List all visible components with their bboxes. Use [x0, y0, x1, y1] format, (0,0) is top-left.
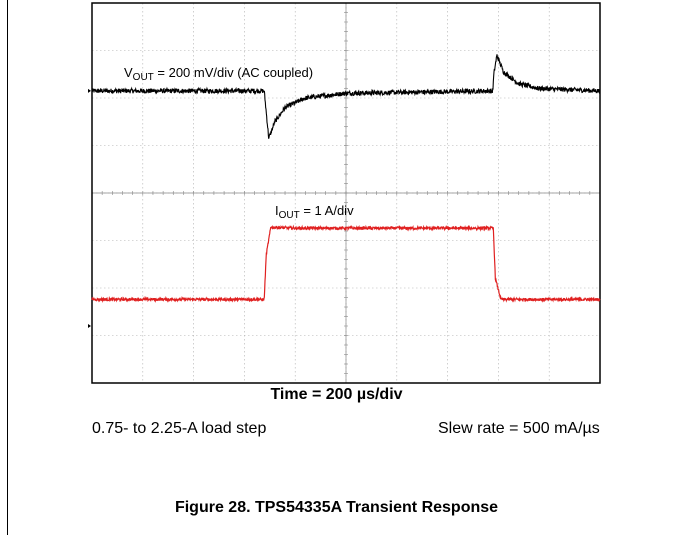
plot-frame	[91, 2, 601, 384]
page-left-rule	[7, 0, 8, 535]
iout-series-label: IOUT = 1 A/div	[275, 203, 354, 221]
iout-trace	[91, 224, 601, 304]
vout-series-label: VOUT = 200 mV/div (AC coupled)	[124, 65, 313, 83]
oscilloscope-chart: VOUT = 200 mV/div (AC coupled) IOUT = 1 …	[88, 2, 601, 384]
channel-marker	[88, 324, 91, 328]
figure-caption: Figure 28. TPS54335A Transient Response	[174, 499, 499, 516]
x-axis-label: Time = 200 µs/div	[270, 386, 403, 403]
chart-traces	[91, 54, 601, 304]
vout-trace	[91, 54, 601, 139]
chart-grid	[88, 2, 601, 384]
channel-marker	[88, 88, 91, 93]
load-step-note: 0.75- to 2.25-A load step	[92, 420, 267, 437]
slew-rate-note: Slew rate = 500 mA/µs	[438, 420, 600, 437]
